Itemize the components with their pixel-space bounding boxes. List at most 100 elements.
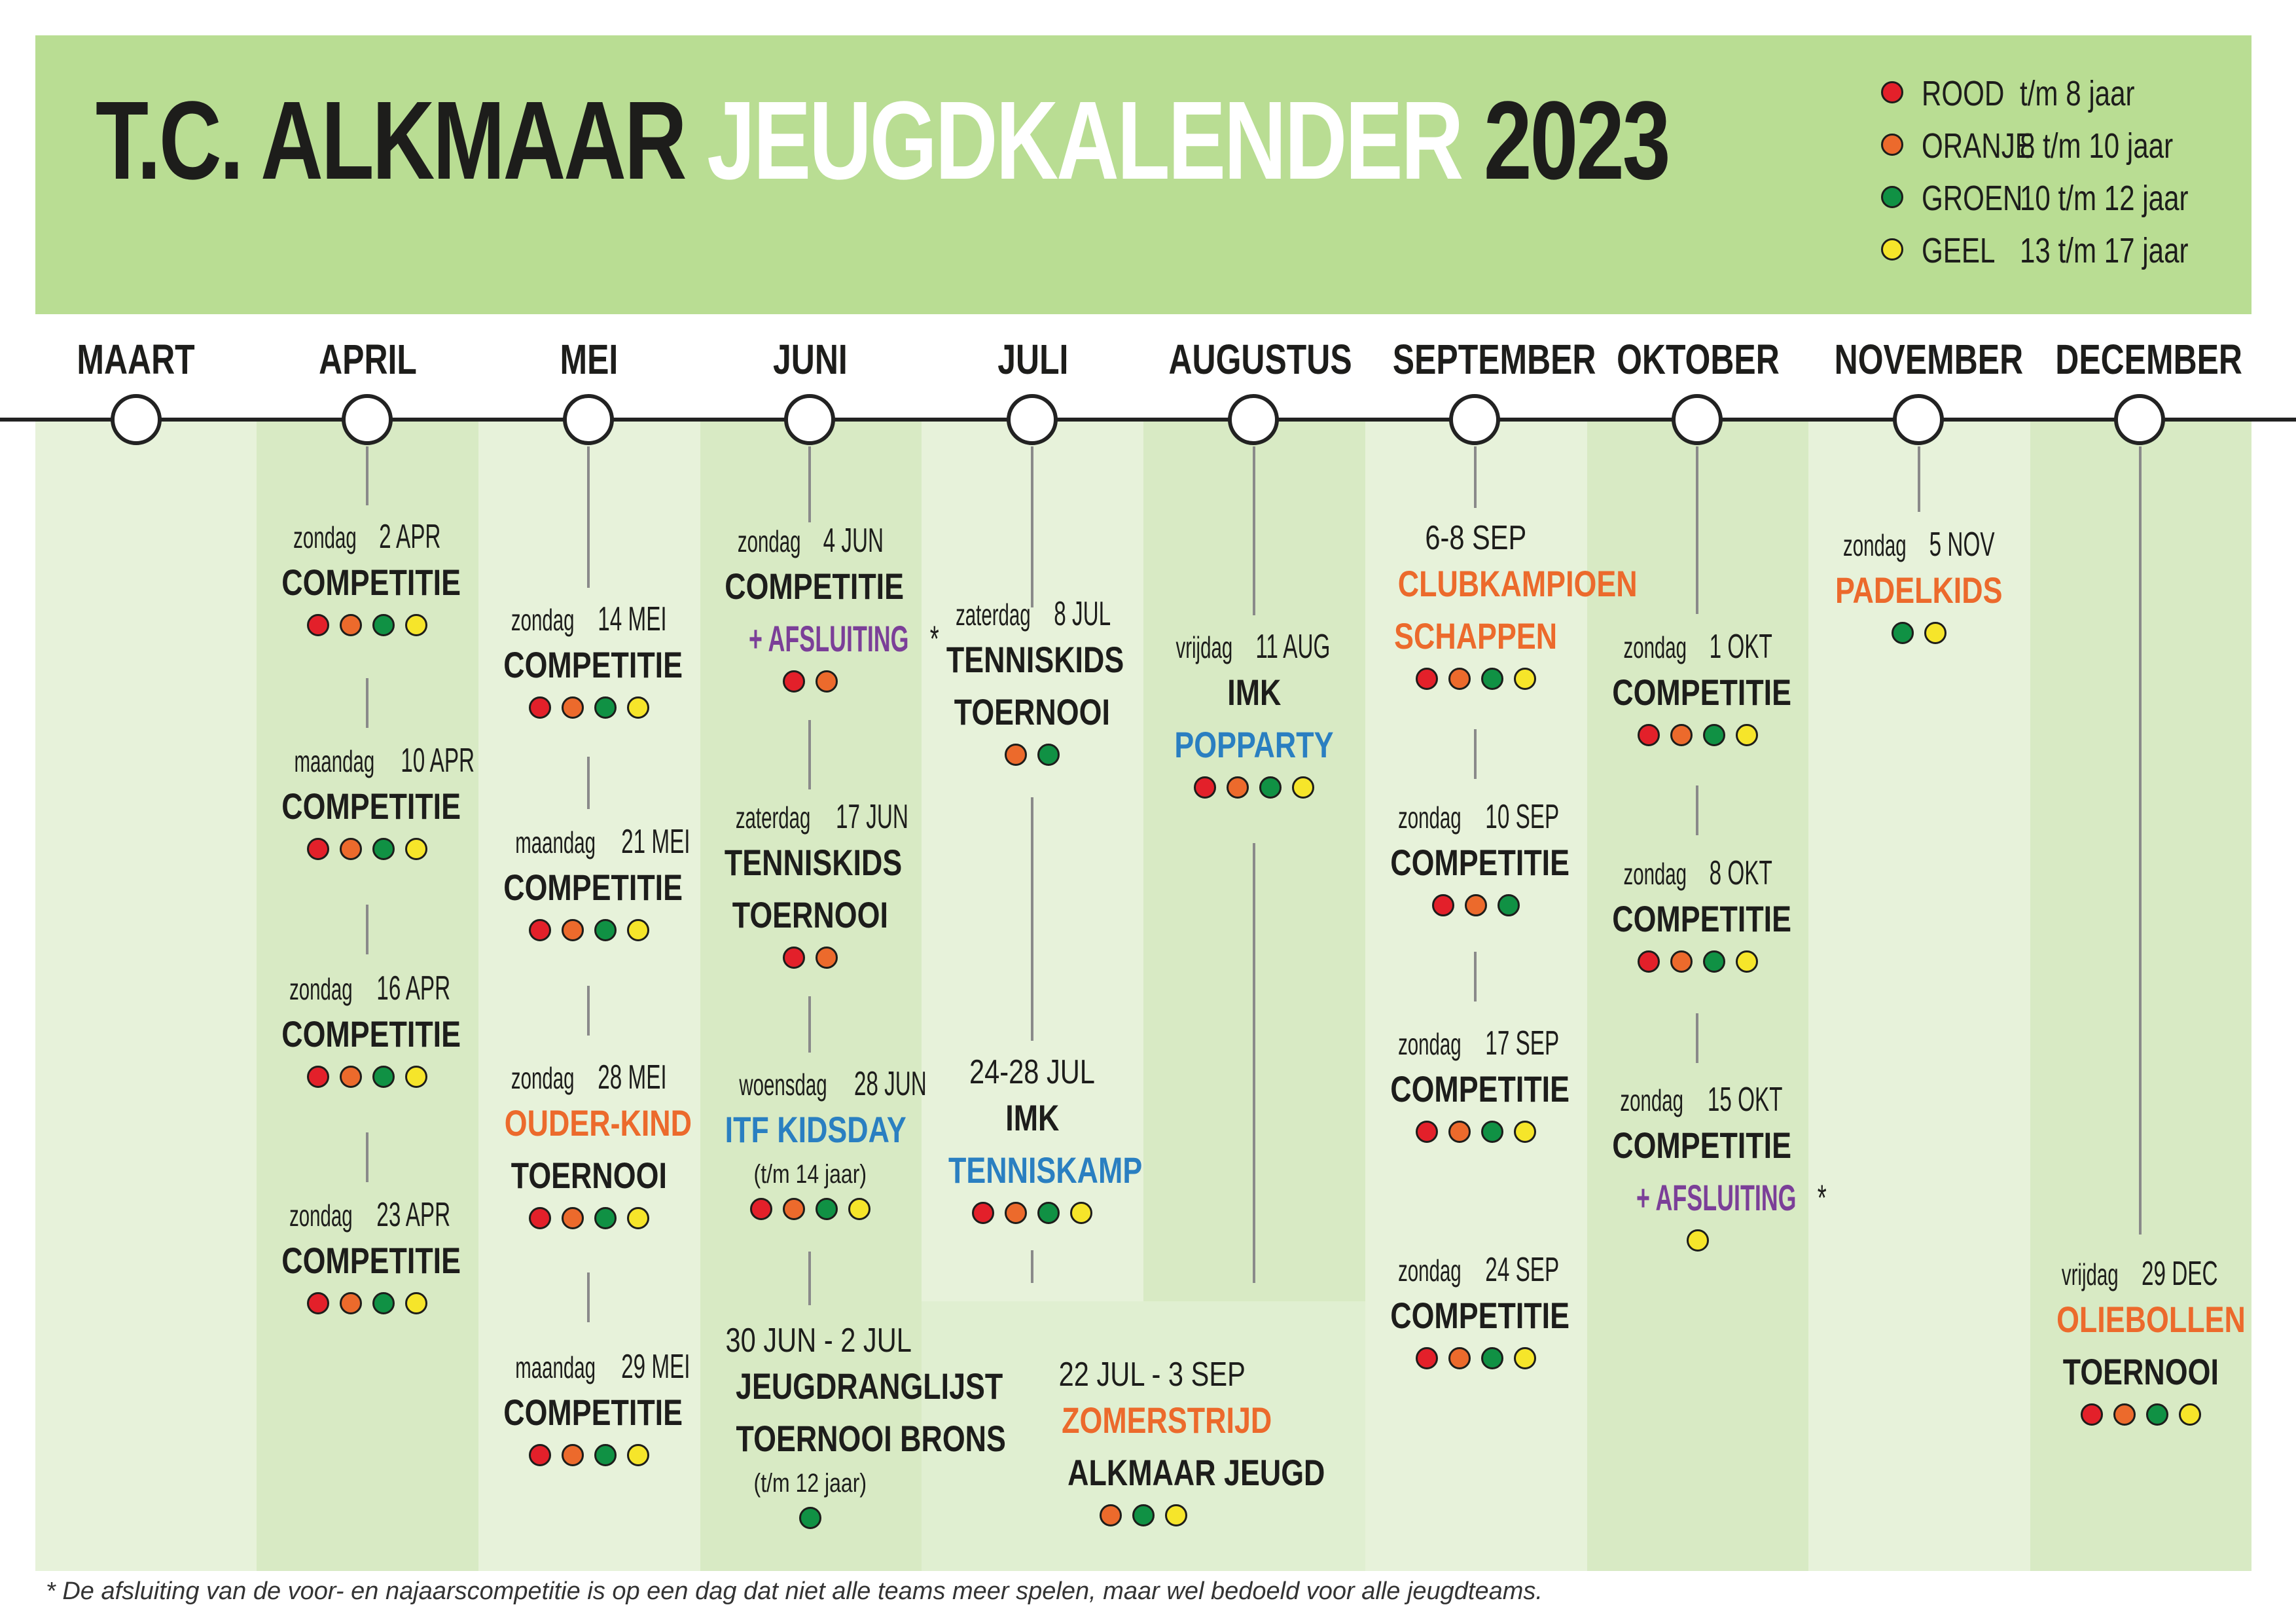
age-dots [2033, 1403, 2249, 1432]
event-card: zondag 23 APR COMPETITIE [259, 1195, 475, 1321]
age-dots [259, 614, 475, 643]
timeline-node [1672, 394, 1723, 445]
connector-line [1696, 1013, 1698, 1063]
timeline-node [1007, 394, 1058, 445]
event-card: woensdag 28 JUN ITF KIDSDAY (t/m 14 jaar… [702, 1064, 926, 1227]
month-label: DECEMBER [2055, 336, 2242, 383]
age-dots [1590, 724, 1806, 753]
yellow-dot-icon [1881, 238, 1903, 261]
age-dots [1811, 622, 2027, 651]
connector-line [366, 446, 368, 505]
legend-label: GEEL [1922, 231, 1996, 270]
month-label: MEI [560, 336, 619, 383]
orange-dot-icon [1881, 134, 1903, 156]
event-card: 6-8 SEP CLUBKAMPIOEN SCHAPPEN [1368, 518, 1638, 696]
event-card: 22 JUL - 3 SEP ZOMERSTRIJD ALKMAAR JEUGD [1035, 1355, 1325, 1533]
event-card: zondag 16 APR COMPETITIE [259, 969, 475, 1094]
event-card: 24-28 JUL IMK TENNISKAMP [924, 1053, 1142, 1231]
timeline-node [342, 394, 393, 445]
header-banner [35, 35, 2251, 314]
column-juni [700, 419, 922, 1571]
connector-line [2139, 446, 2142, 1235]
timeline-node [563, 394, 614, 445]
month-label: APRIL [319, 336, 417, 383]
connector-line [1031, 446, 1033, 607]
event-card: zondag 24 SEP COMPETITIE [1368, 1250, 1584, 1376]
connector-line [587, 757, 590, 809]
connector-line [1696, 785, 1698, 835]
age-dots [481, 1207, 697, 1236]
age-dots [481, 696, 697, 725]
event-card: zondag 1 OKT COMPETITIE [1590, 627, 1806, 753]
red-dot-icon [1881, 81, 1903, 103]
event-card: zondag 28 MEI OUDER-KIND TOERNOOI [481, 1058, 697, 1236]
timeline-node [1893, 394, 1944, 445]
age-dots [259, 1292, 475, 1321]
connector-line [1031, 1250, 1033, 1283]
legend-label: ROOD [1922, 74, 2005, 113]
age-dots [1368, 1347, 1584, 1376]
legend-age: t/m 8 jaar [2020, 74, 2135, 113]
timeline-node [1228, 394, 1279, 445]
timeline-node [2114, 394, 2165, 445]
age-dots [702, 947, 918, 975]
title-calendar: JEUGDKALENDER [707, 79, 1484, 203]
event-card: zondag 15 OKT COMPETITIE + AFSLUITING * [1590, 1080, 1827, 1258]
connector-line [366, 678, 368, 728]
timeline-axis [0, 418, 2296, 422]
event-card: maandag 29 MEI COMPETITIE [481, 1347, 697, 1473]
event-card: zondag 2 APR COMPETITIE [259, 517, 475, 643]
age-dots [1590, 1229, 1806, 1258]
age-dots [1368, 1121, 1584, 1149]
connector-line [808, 1252, 811, 1305]
title-club: T.C. ALKMAAR [96, 79, 708, 203]
age-dots [702, 1198, 918, 1227]
connector-line [1474, 952, 1477, 1001]
connector-line [808, 720, 811, 789]
event-card: maandag 10 APR COMPETITIE [259, 741, 475, 867]
connector-line [1918, 446, 1920, 512]
month-label: MAART [77, 336, 196, 383]
connector-line [808, 996, 811, 1053]
connector-line [1253, 446, 1255, 615]
age-dots [1368, 668, 1584, 696]
event-card: zondag 8 OKT COMPETITIE [1590, 854, 1806, 979]
age-dots [924, 1202, 1140, 1231]
event-card: maandag 21 MEI COMPETITIE [481, 822, 697, 948]
connector-line [587, 986, 590, 1036]
event-card: zondag 4 JUN COMPETITIE + AFSLUITING * [702, 521, 939, 699]
connector-line [1696, 446, 1698, 614]
column-maart [35, 419, 257, 1571]
month-label: JULI [997, 336, 1069, 383]
event-card: vrijdag 29 DEC OLIEBOLLEN TOERNOOI [2033, 1254, 2249, 1432]
age-dots [1035, 1504, 1251, 1533]
event-card: 30 JUN - 2 JUL JEUGDRANGLIJST TOERNOOI B… [702, 1321, 1006, 1536]
age-dots [1146, 776, 1362, 805]
month-label: NOVEMBER [1834, 336, 2024, 383]
connector-line [366, 1132, 368, 1182]
age-dots [702, 1507, 918, 1536]
connector-line [808, 446, 811, 522]
legend-label: GROEN [1922, 179, 2023, 218]
timeline-node [1449, 394, 1500, 445]
event-card: vrijdag 11 AUG IMK POPPARTY [1146, 627, 1362, 805]
age-dots [702, 670, 918, 699]
age-dots [259, 1066, 475, 1094]
age-dots [481, 919, 697, 948]
connector-line [1253, 843, 1255, 1283]
footnote: * De afsluiting van de voor- en najaarsc… [46, 1578, 1543, 1605]
green-dot-icon [1881, 186, 1903, 208]
event-card: zondag 14 MEI COMPETITIE [481, 600, 697, 725]
connector-line [1474, 446, 1477, 508]
event-card: zondag 17 SEP COMPETITIE [1368, 1024, 1584, 1149]
legend-age: 10 t/m 12 jaar [2020, 179, 2189, 218]
age-dots [1368, 894, 1584, 923]
connector-line [1474, 729, 1477, 779]
month-label: SEPTEMBER [1392, 336, 1596, 383]
connector-line [587, 1272, 590, 1322]
connector-line [587, 446, 590, 588]
age-dots [1590, 950, 1806, 979]
column-november [1808, 419, 2030, 1571]
legend-age: 13 t/m 17 jaar [2020, 231, 2189, 270]
page-title: T.C. ALKMAAR JEUGDKALENDER 2023 [96, 85, 1671, 196]
